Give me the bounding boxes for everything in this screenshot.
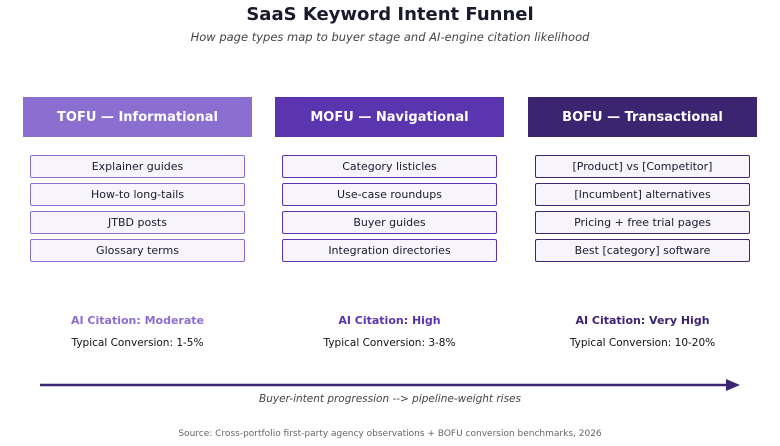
page-type-box: How-to long-tails <box>30 183 245 206</box>
arrow-head <box>726 379 740 391</box>
title: SaaS Keyword Intent Funnel <box>246 4 534 25</box>
subtitle: How page types map to buyer stage and AI… <box>190 30 590 44</box>
ai-citation: AI Citation: Moderate <box>70 314 204 327</box>
page-type-box: [Incumbent] alternatives <box>535 183 750 206</box>
page-type-box: Pricing + free trial pages <box>535 211 750 234</box>
ai-citation: AI Citation: Very High <box>575 314 710 327</box>
page-type-box: [Product] vs [Competitor] <box>535 155 750 178</box>
page-type-box: Integration directories <box>282 239 497 262</box>
source: Source: Cross-portfolio first-party agen… <box>178 429 602 439</box>
column-header: TOFU — Informational <box>23 97 252 137</box>
page-type-box: Use-case roundups <box>282 183 497 206</box>
conversion-rate: Typical Conversion: 1-5% <box>71 337 204 349</box>
page-type-box: Category listicles <box>282 155 497 178</box>
conversion-rate: Typical Conversion: 3-8% <box>323 337 456 349</box>
page-type-box: Explainer guides <box>30 155 245 178</box>
column-header: MOFU — Navigational <box>275 97 504 137</box>
page-type-box: Buyer guides <box>282 211 497 234</box>
column-header: BOFU — Transactional <box>528 97 757 137</box>
ai-citation: AI Citation: High <box>338 314 441 327</box>
conversion-rate: Typical Conversion: 10-20% <box>569 337 716 349</box>
page-type-box: JTBD posts <box>30 211 245 234</box>
page-type-box: Glossary terms <box>30 239 245 262</box>
arrow-label: Buyer-intent progression --> pipeline-we… <box>259 393 521 405</box>
page-type-box: Best [category] software <box>535 239 750 262</box>
